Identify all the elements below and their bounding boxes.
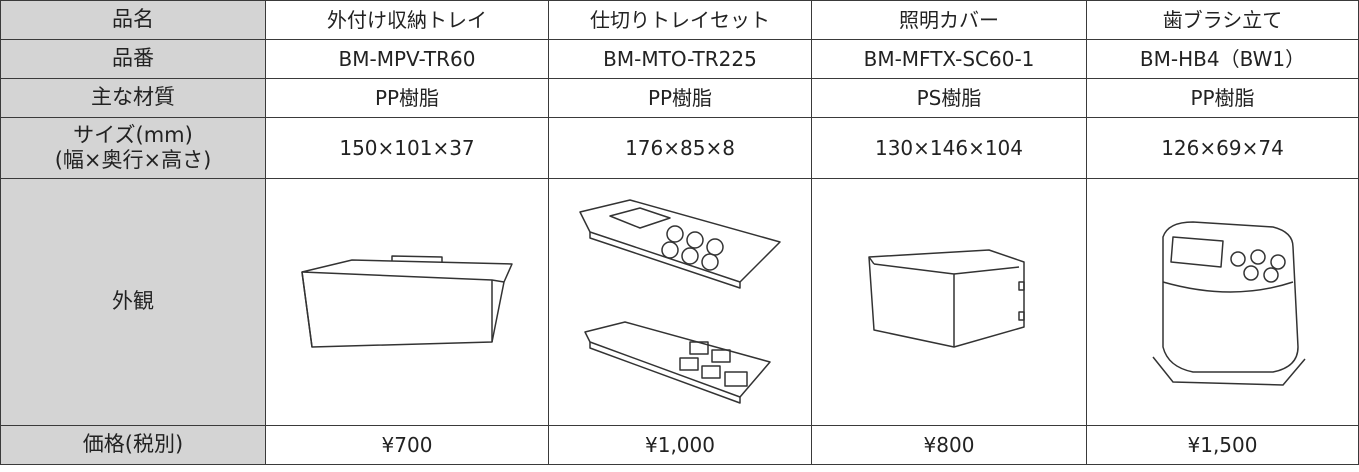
cell: 130×146×104 [811, 117, 1087, 179]
cell: 仕切りトレイセット [548, 0, 812, 40]
tray-illustration [301, 255, 513, 348]
cell: ¥800 [811, 425, 1087, 465]
cell: 176×85×8 [548, 117, 812, 179]
cell: 外付け収納トレイ [265, 0, 549, 40]
cell: PS樹脂 [811, 78, 1087, 118]
image-cell [811, 178, 1087, 426]
header-cell: 品名 [0, 0, 266, 40]
row: 品番 BM-MPV-TR60 BM-MTO-TR225 BM-MFTX-SC60… [0, 39, 1359, 79]
row: 価格(税別) ¥700 ¥1,000 ¥800 ¥1,500 [0, 425, 1359, 465]
toothbrush-stand-illustration [1151, 221, 1306, 386]
header-cell: 外観 [0, 178, 266, 426]
image-cell [548, 178, 812, 426]
cell: PP樹脂 [548, 78, 812, 118]
header-cell: 品番 [0, 39, 266, 79]
row: 外観 [0, 178, 1359, 426]
cell: BM-MFTX-SC60-1 [811, 39, 1087, 79]
cell: 照明カバー [811, 0, 1087, 40]
cell: BM-MPV-TR60 [265, 39, 549, 79]
cell: 126×69×74 [1086, 117, 1359, 179]
cell: PP樹脂 [265, 78, 549, 118]
divider-tray-illustration [579, 199, 781, 404]
row: 品名 外付け収納トレイ 仕切りトレイセット 照明カバー 歯ブラシ立て [0, 0, 1359, 40]
image-cell [265, 178, 549, 426]
header-cell: 主な材質 [0, 78, 266, 118]
header-line: (幅×奥行×高さ) [54, 148, 212, 172]
cell: BM-HB4（BW1） [1086, 39, 1359, 79]
cell: BM-MTO-TR225 [548, 39, 812, 79]
cell: 150×101×37 [265, 117, 549, 179]
cell: 歯ブラシ立て [1086, 0, 1359, 40]
header-line: サイズ(mm) [73, 122, 193, 147]
header-cell: 価格(税別) [0, 425, 266, 465]
cell: ¥1,000 [548, 425, 812, 465]
row: 主な材質 PP樹脂 PP樹脂 PS樹脂 PP樹脂 [0, 78, 1359, 118]
row: サイズ(mm) (幅×奥行×高さ) 150×101×37 176×85×8 13… [0, 117, 1359, 179]
image-cell [1086, 178, 1359, 426]
light-cover-illustration [868, 249, 1025, 348]
cell: ¥1,500 [1086, 425, 1359, 465]
cell: ¥700 [265, 425, 549, 465]
header-cell: サイズ(mm) (幅×奥行×高さ) [0, 117, 266, 179]
cell: PP樹脂 [1086, 78, 1359, 118]
